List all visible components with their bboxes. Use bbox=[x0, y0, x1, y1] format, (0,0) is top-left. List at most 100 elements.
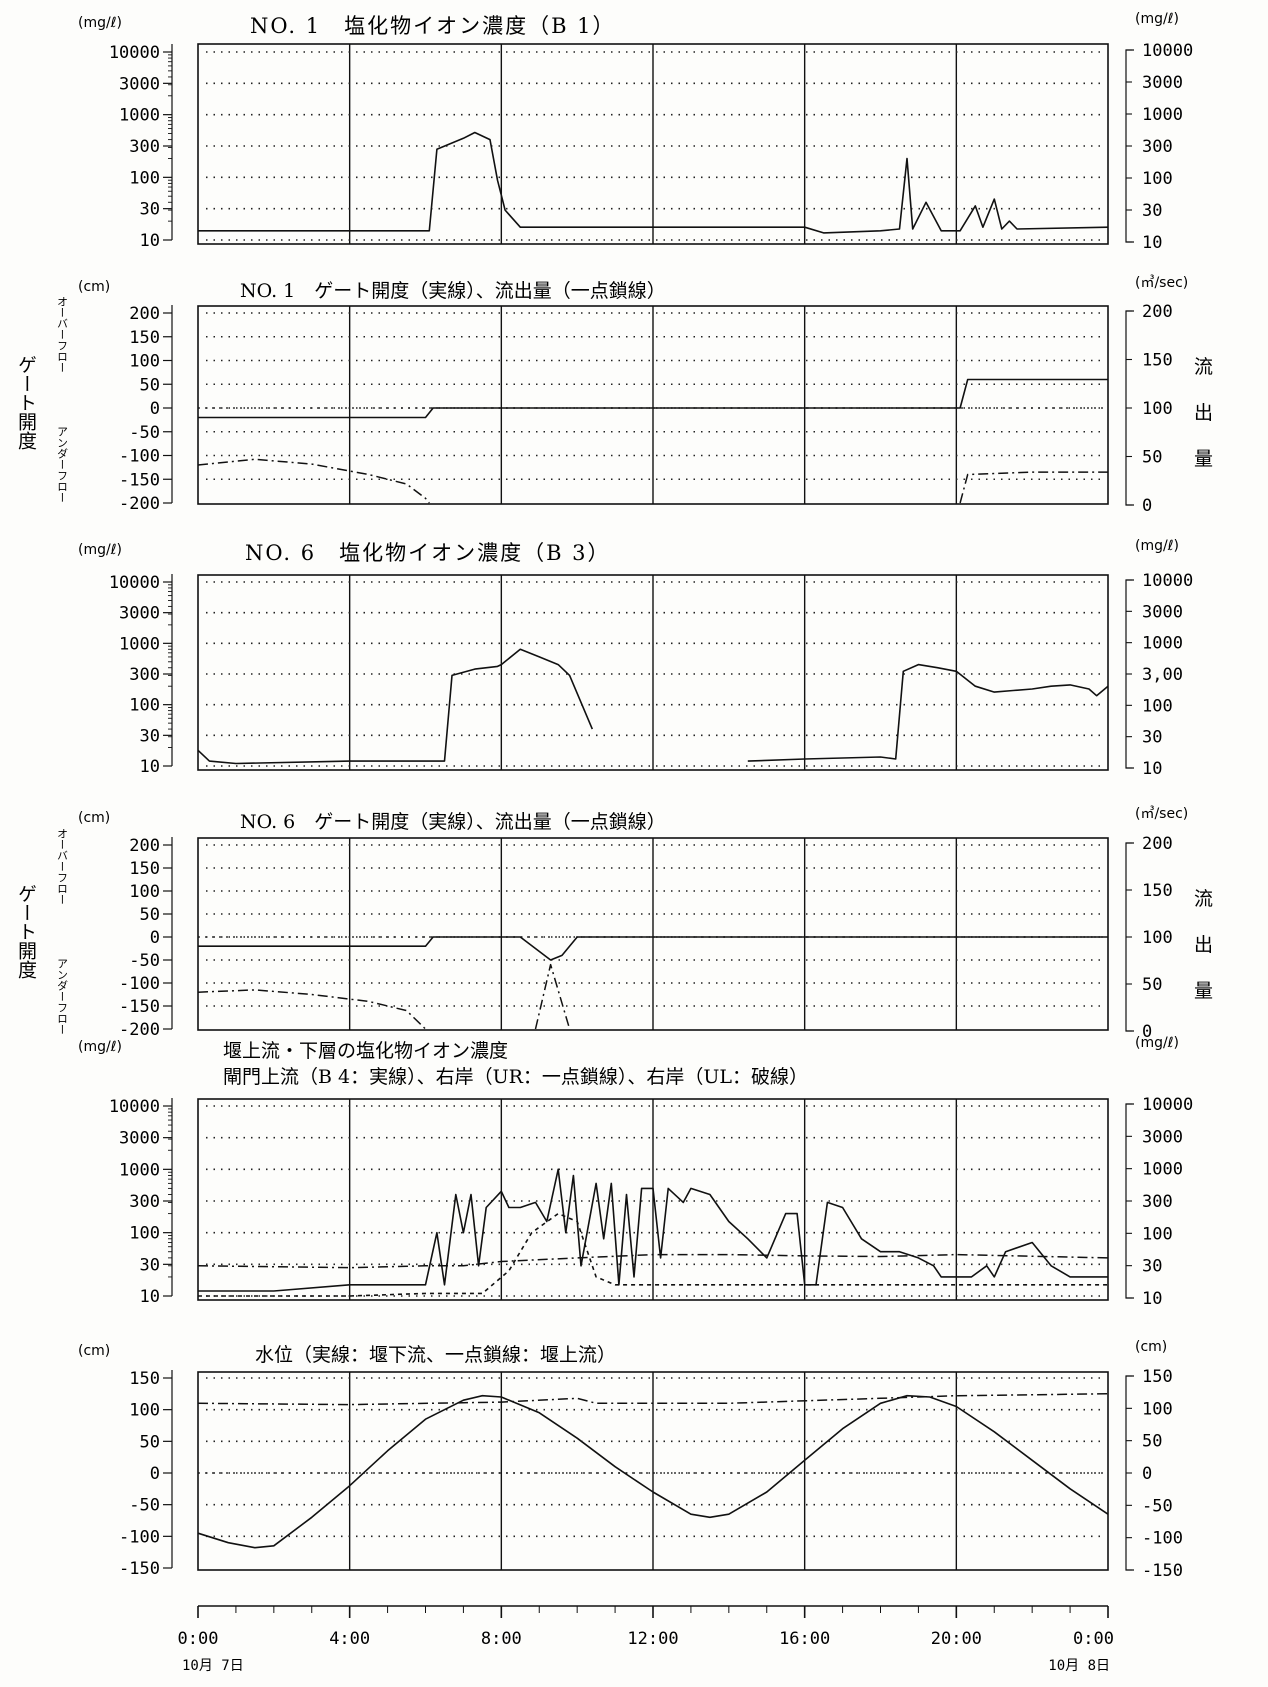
y-tick-label: 10 bbox=[140, 231, 160, 251]
panel-title: NO. 6 塩化物イオン濃度（B 3） bbox=[245, 541, 611, 565]
right-tick-label: 50 bbox=[1142, 975, 1162, 995]
x-tick-label: 12:00 bbox=[627, 1629, 678, 1649]
series-line-dashed bbox=[198, 1212, 1108, 1297]
right-tick-label: 0 bbox=[1142, 1464, 1152, 1484]
series-line-dashdot bbox=[197, 1253, 1109, 1269]
panel-title: NO. 1 ゲート開度（実線）、流出量（一点鎖線） bbox=[240, 280, 666, 302]
series-line-dashdot bbox=[197, 458, 430, 504]
y-tick-label: 100 bbox=[129, 1224, 160, 1244]
series-line-dashdot bbox=[197, 989, 427, 1030]
y-tick-label: -150 bbox=[119, 470, 160, 490]
series-line-solid bbox=[198, 936, 1108, 961]
right-tick-label: 100 bbox=[1142, 169, 1173, 189]
y-tick-label: 50 bbox=[140, 905, 160, 925]
start-date-label: 10月 7日 bbox=[182, 1658, 244, 1674]
series-line-dashdot bbox=[197, 1393, 1109, 1406]
panel-title: NO. 6 ゲート開度（実線）、流出量（一点鎖線） bbox=[240, 811, 666, 833]
flow-label-char: 流 bbox=[1194, 888, 1213, 910]
y-tick-label: 0 bbox=[150, 1464, 160, 1484]
series-line-solid bbox=[198, 1168, 1108, 1292]
panel-title-line2: 閘門上流（B 4：実線）、右岸（UR：一点鎖線）、右岸（UL：破線） bbox=[223, 1066, 808, 1088]
y-tick-label: 150 bbox=[129, 1369, 160, 1389]
y-tick-label: 200 bbox=[129, 304, 160, 324]
y-tick-label: -50 bbox=[129, 1496, 160, 1516]
left-unit-label: (mg/ℓ) bbox=[78, 542, 122, 558]
panel-p4: 200 150 100 50 0 -50 -100 -150 -200 200 150 100 50 0 (… bbox=[15, 806, 1213, 1042]
right-tick-label: 300 bbox=[1142, 1192, 1173, 1212]
right-tick-label: -150 bbox=[1142, 1561, 1183, 1581]
right-tick-label: 10 bbox=[1142, 233, 1162, 253]
series-line-solid bbox=[197, 1394, 1109, 1549]
overflow-label: オーバーフロー bbox=[56, 296, 69, 373]
right-tick-label: 1000 bbox=[1142, 634, 1183, 654]
panel-p2: 200 150 100 50 0 -50 -100 -150 -200 200 150 100 50 0 (… bbox=[15, 275, 1213, 516]
x-tick-label: 16:00 bbox=[779, 1629, 830, 1649]
left-unit-label: (cm) bbox=[78, 279, 110, 295]
series-line-dashdot bbox=[534, 963, 571, 1030]
y-tick-label: 100 bbox=[129, 168, 160, 188]
flow-label-char: 流 bbox=[1194, 356, 1213, 378]
y-tick-label: 0 bbox=[150, 928, 160, 948]
right-tick-label: 100 bbox=[1142, 928, 1173, 948]
right-tick-label: 150 bbox=[1142, 351, 1173, 371]
series-line-dashdot bbox=[959, 471, 1108, 504]
gate-opening-label: ゲート開度 bbox=[15, 884, 37, 979]
y-tick-label: 150 bbox=[129, 328, 160, 348]
left-unit-label: (cm) bbox=[78, 1343, 110, 1359]
y-tick-label: 100 bbox=[129, 696, 160, 716]
right-tick-label: 3000 bbox=[1142, 73, 1183, 93]
x-axis: 0:00 4:00 8:00 12:00 16:00 20:00 0:00 10月 7日 10月… bbox=[178, 1605, 1114, 1674]
right-tick-label: 0 bbox=[1142, 496, 1152, 516]
flow-label-char: 出 bbox=[1194, 934, 1213, 956]
panel-p6: 150 100 50 0 -50 -100 -150 150 100 50 0 -50 -100 -150… bbox=[78, 1339, 1183, 1581]
right-unit-label: (mg/ℓ) bbox=[1135, 538, 1179, 554]
x-tick-label: 4:00 bbox=[329, 1629, 370, 1649]
y-tick-label: -100 bbox=[119, 447, 160, 467]
panel-p1: 10000 3000 1000 300 100 30 10 10000 3000 1000 300 1… bbox=[78, 11, 1193, 253]
y-tick-label: 1000 bbox=[119, 1160, 160, 1180]
right-tick-label: 10000 bbox=[1142, 1095, 1193, 1115]
y-tick-label: -100 bbox=[119, 974, 160, 994]
right-tick-label: 10 bbox=[1142, 1289, 1162, 1309]
y-tick-label: -50 bbox=[129, 423, 160, 443]
y-tick-label: -100 bbox=[119, 1527, 160, 1547]
right-tick-label: 1000 bbox=[1142, 105, 1183, 125]
y-tick-label: 300 bbox=[129, 665, 160, 685]
y-tick-label: 10000 bbox=[109, 43, 160, 63]
y-tick-label: 50 bbox=[140, 1432, 160, 1452]
flow-label-char: 出 bbox=[1194, 402, 1213, 424]
right-tick-label: 30 bbox=[1142, 201, 1162, 221]
y-tick-label: 100 bbox=[129, 1401, 160, 1421]
series-line-solid bbox=[198, 131, 1109, 234]
y-tick-label: -150 bbox=[119, 997, 160, 1017]
overflow-label: オーバーフロー bbox=[56, 828, 69, 905]
y-tick-label: 300 bbox=[129, 1192, 160, 1212]
series-line-solid bbox=[197, 648, 594, 765]
y-tick-label: 30 bbox=[140, 726, 160, 746]
right-tick-label: 3000 bbox=[1142, 1127, 1183, 1147]
y-tick-label: -50 bbox=[129, 951, 160, 971]
y-tick-label: 100 bbox=[129, 882, 160, 902]
y-tick-label: 10 bbox=[140, 1287, 160, 1307]
panel-title: 水位（実線：堰下流、一点鎖線：堰上流） bbox=[255, 1344, 616, 1366]
right-tick-label: 200 bbox=[1142, 834, 1173, 854]
right-tick-label: 10000 bbox=[1142, 41, 1193, 61]
y-tick-label: 150 bbox=[129, 859, 160, 879]
panel-p3: 10000 3000 1000 300 100 30 10 10000 3000 1000 3,00… bbox=[78, 538, 1193, 779]
right-tick-label: 0 bbox=[1142, 1022, 1152, 1042]
right-unit-label: (㎥/sec) bbox=[1135, 806, 1188, 822]
series-line-solid bbox=[747, 663, 1109, 762]
right-unit-label: (mg/ℓ) bbox=[1135, 11, 1179, 27]
y-tick-label: 3000 bbox=[119, 1129, 160, 1149]
x-tick-label: 8:00 bbox=[481, 1629, 522, 1649]
y-tick-label: 50 bbox=[140, 375, 160, 395]
right-tick-label: 300 bbox=[1142, 137, 1173, 157]
left-unit-label: (mg/ℓ) bbox=[78, 1039, 122, 1055]
y-tick-label: 30 bbox=[140, 1255, 160, 1275]
right-tick-label: 30 bbox=[1142, 1257, 1162, 1277]
x-tick-label: 0:00 bbox=[178, 1629, 219, 1649]
right-tick-label: 100 bbox=[1142, 1224, 1173, 1244]
y-tick-label: 100 bbox=[129, 352, 160, 372]
right-tick-label: 100 bbox=[1142, 696, 1173, 716]
